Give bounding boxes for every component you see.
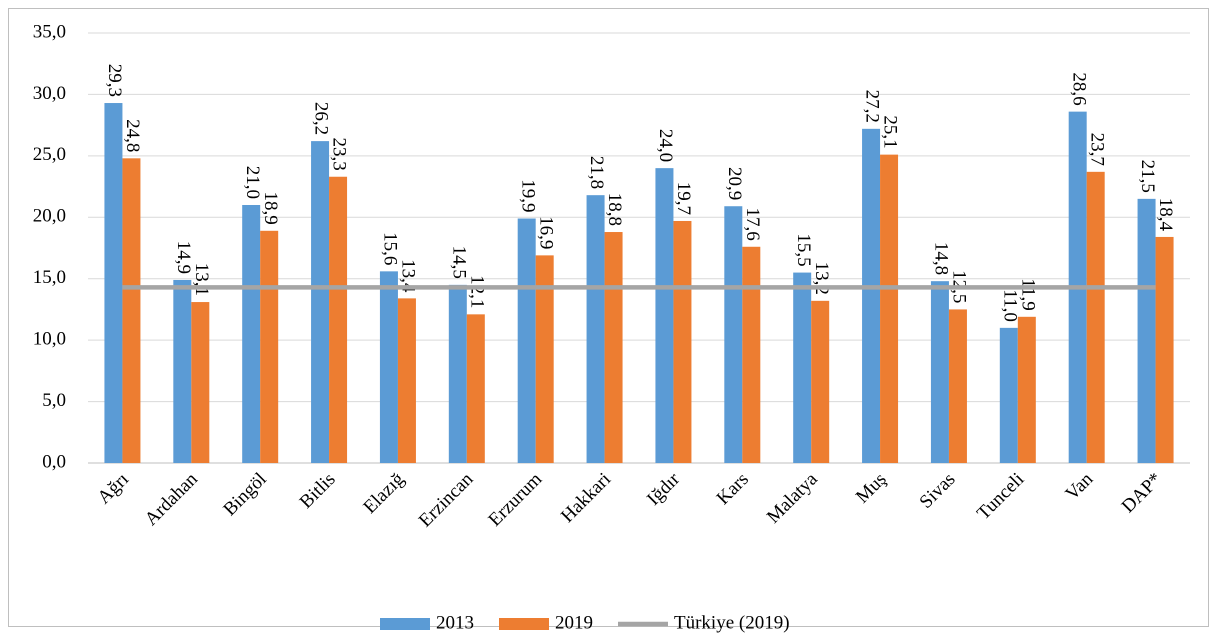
data-label: 13,1 [191, 263, 212, 296]
bar [793, 272, 812, 463]
y-tick-label: 25,0 [33, 144, 66, 165]
data-label: 13,4 [398, 259, 419, 293]
data-label: 12,1 [466, 275, 487, 308]
bar [586, 195, 605, 463]
data-label: 21,5 [1137, 160, 1158, 193]
bar [104, 103, 123, 464]
bar [517, 218, 536, 463]
y-tick-label: 20,0 [33, 206, 66, 227]
data-label: 19,7 [673, 182, 694, 215]
bar [535, 255, 554, 463]
bar [260, 230, 279, 463]
data-label: 14,9 [173, 241, 194, 274]
bar [862, 128, 881, 464]
data-label: 18,8 [604, 193, 625, 226]
legend-swatch [380, 618, 430, 630]
data-label: 17,6 [742, 208, 763, 241]
y-tick-label: 35,0 [33, 21, 66, 42]
bar [742, 246, 761, 463]
bar [880, 154, 899, 463]
bar [724, 206, 743, 463]
bar [604, 232, 623, 463]
y-tick-label: 30,0 [33, 83, 66, 104]
bar [329, 176, 348, 463]
data-label: 16,9 [535, 216, 556, 249]
data-label: 13,2 [811, 262, 832, 295]
legend-label: Türkiye (2019) [674, 612, 790, 633]
data-label: 29,3 [104, 64, 125, 97]
y-tick-label: 15,0 [33, 267, 66, 288]
data-label: 14,8 [931, 242, 952, 275]
bar [379, 271, 398, 463]
bar [397, 298, 416, 463]
bar [930, 281, 949, 463]
data-label: 18,9 [260, 192, 281, 225]
bar [122, 158, 141, 464]
data-label: 23,7 [1086, 133, 1107, 166]
y-tick-label: 0,0 [42, 451, 66, 472]
bar [811, 300, 830, 463]
bar [655, 168, 674, 463]
bar [173, 279, 192, 463]
bar [1137, 198, 1156, 463]
y-tick-label: 10,0 [33, 329, 66, 350]
data-label: 25,1 [880, 115, 901, 148]
y-tick-label: 5,0 [42, 390, 66, 411]
data-label: 23,3 [329, 137, 350, 170]
bar [466, 314, 485, 463]
data-label: 19,9 [517, 179, 538, 212]
bar [1017, 316, 1036, 463]
legend-label: 2019 [555, 612, 593, 633]
data-label: 26,2 [311, 102, 332, 135]
bar [1086, 171, 1105, 464]
bar [999, 327, 1018, 463]
data-label: 28,6 [1068, 72, 1089, 105]
data-label: 20,9 [724, 167, 745, 200]
data-label: 14,5 [448, 246, 469, 279]
bar [242, 205, 261, 463]
data-label: 15,5 [793, 233, 814, 266]
data-label: 21,8 [586, 156, 607, 189]
data-label: 11,9 [1017, 278, 1038, 311]
data-label: 24,0 [655, 129, 676, 162]
legend-swatch [499, 618, 549, 630]
data-label: 15,6 [380, 232, 401, 265]
bar [673, 220, 692, 463]
data-label: 21,0 [242, 166, 263, 199]
data-label: 24,8 [122, 119, 143, 152]
bar [948, 309, 967, 463]
bar [448, 284, 467, 463]
data-label: 18,4 [1155, 198, 1176, 232]
legend-label: 2013 [436, 612, 474, 633]
bar [1155, 236, 1174, 463]
bar [311, 141, 330, 463]
data-label: 27,2 [862, 90, 883, 123]
bar [191, 302, 210, 463]
data-label: 11,0 [999, 289, 1020, 322]
